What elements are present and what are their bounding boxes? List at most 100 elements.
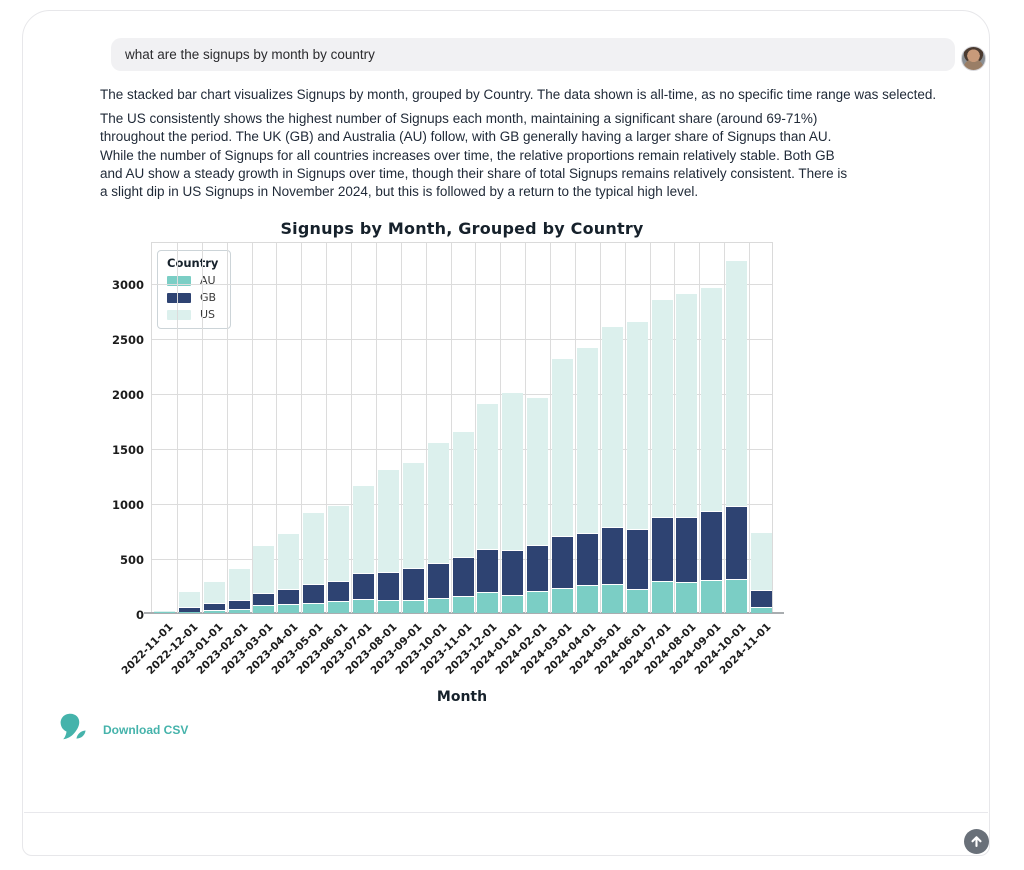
bar-segment-au	[601, 585, 623, 613]
question-input[interactable]: what are the signups by month by country	[111, 38, 955, 71]
bar-segment-us	[352, 486, 374, 573]
signups-chart: Signups by Month, Grouped by Country Cou…	[112, 216, 823, 716]
y-tick-label: 2000	[111, 388, 144, 402]
bar-segment-au	[253, 606, 275, 613]
legend-swatch-gb	[167, 292, 191, 303]
bar-segment-gb	[377, 573, 399, 600]
gridline	[674, 243, 676, 613]
bar-segment-au	[328, 602, 350, 613]
legend-item-us: US	[167, 308, 218, 321]
bar-segment-gb	[651, 518, 673, 581]
bar-segment-au	[651, 582, 673, 613]
bar-segment-gb	[701, 512, 723, 580]
y-tick-label: 1000	[111, 498, 144, 512]
gridline	[699, 243, 701, 613]
gridline	[724, 243, 726, 613]
bar-segment-au	[153, 612, 175, 613]
bar-segment-us	[228, 569, 250, 600]
bar-segment-au	[626, 590, 648, 613]
y-tick-label: 3000	[111, 278, 144, 292]
bar-segment-us	[452, 432, 474, 557]
question-text: what are the signups by month by country	[125, 47, 375, 62]
legend-title: Country	[167, 256, 219, 270]
bar-segment-au	[701, 581, 723, 613]
bar-segment-gb	[452, 558, 474, 596]
brand-logo-icon	[60, 713, 86, 740]
chart-legend: Country AU GB US	[157, 250, 232, 329]
gridline	[525, 243, 527, 613]
arrow-up-icon	[971, 836, 982, 848]
legend-item-gb: GB	[167, 291, 218, 304]
bar-segment-gb	[726, 507, 748, 579]
gridline	[201, 243, 203, 613]
gridline	[152, 284, 772, 285]
legend-label: AU	[200, 274, 216, 287]
bar-segment-gb	[576, 534, 598, 585]
bar-segment-us	[527, 398, 549, 545]
gridline	[574, 243, 576, 613]
bar-segment-us	[576, 348, 598, 533]
bar-segment-au	[178, 612, 200, 613]
bar-segment-us	[203, 582, 225, 603]
bar-segment-au	[203, 611, 225, 613]
bar-segment-us	[178, 592, 200, 607]
bar-segment-au	[402, 601, 424, 613]
y-tick-label: 2500	[111, 333, 144, 347]
chart-title: Signups by Month, Grouped by Country	[280, 219, 644, 238]
gridline	[226, 243, 228, 613]
bar-segment-gb	[527, 546, 549, 591]
bar-segment-us	[303, 513, 325, 584]
gridline	[400, 243, 402, 613]
y-tick-label: 1500	[111, 443, 144, 457]
bar-segment-us	[552, 359, 574, 536]
bar-segment-us	[502, 393, 524, 550]
bar-segment-us	[278, 534, 300, 589]
bar-segment-us	[676, 294, 698, 517]
bar-segment-au	[352, 600, 374, 613]
bar-segment-gb	[477, 550, 499, 592]
bar-segment-us	[328, 506, 350, 581]
bar-segment-gb	[178, 608, 200, 612]
gridline	[152, 339, 772, 340]
bar-segment-gb	[303, 585, 325, 603]
bar-segment-au	[278, 605, 300, 613]
bar-segment-gb	[751, 591, 773, 607]
gridline	[599, 243, 601, 613]
legend-label: GB	[200, 291, 217, 304]
bar-segment-au	[228, 610, 250, 613]
user-avatar[interactable]	[961, 46, 986, 71]
bar-segment-au	[477, 593, 499, 613]
gridline	[301, 243, 303, 613]
legend-item-au: AU	[167, 274, 218, 287]
y-tick-label: 500	[119, 553, 144, 567]
bar-segment-au	[303, 604, 325, 613]
scroll-to-top-button[interactable]	[964, 829, 989, 854]
bar-segment-au	[576, 586, 598, 613]
gridline	[276, 243, 278, 613]
bar-segment-gb	[352, 574, 374, 599]
bar-segment-gb	[552, 537, 574, 588]
gridline	[152, 394, 772, 395]
gridline	[326, 243, 328, 613]
bar-segment-au	[427, 599, 449, 613]
chat-card: what are the signups by month by country…	[22, 10, 990, 856]
gridline	[500, 243, 502, 613]
answer-paragraph-2: The US consistently shows the highest nu…	[100, 111, 848, 200]
legend-swatch-au	[167, 275, 191, 286]
bar-segment-au	[726, 580, 748, 613]
bar-segment-au	[377, 601, 399, 613]
bar-segment-gb	[278, 590, 300, 604]
bar-segment-us	[253, 546, 275, 593]
gridline	[375, 243, 377, 613]
gridline	[475, 243, 477, 613]
x-axis-line	[144, 612, 784, 614]
gridline	[176, 243, 178, 613]
gridline	[624, 243, 626, 613]
bar-segment-us	[477, 404, 499, 549]
bar-segment-gb	[203, 604, 225, 610]
download-csv-link[interactable]: Download CSV	[103, 723, 189, 737]
bar-segment-gb	[601, 528, 623, 584]
bar-segment-us	[402, 463, 424, 568]
gridline	[450, 243, 452, 613]
bar-segment-us	[651, 300, 673, 517]
